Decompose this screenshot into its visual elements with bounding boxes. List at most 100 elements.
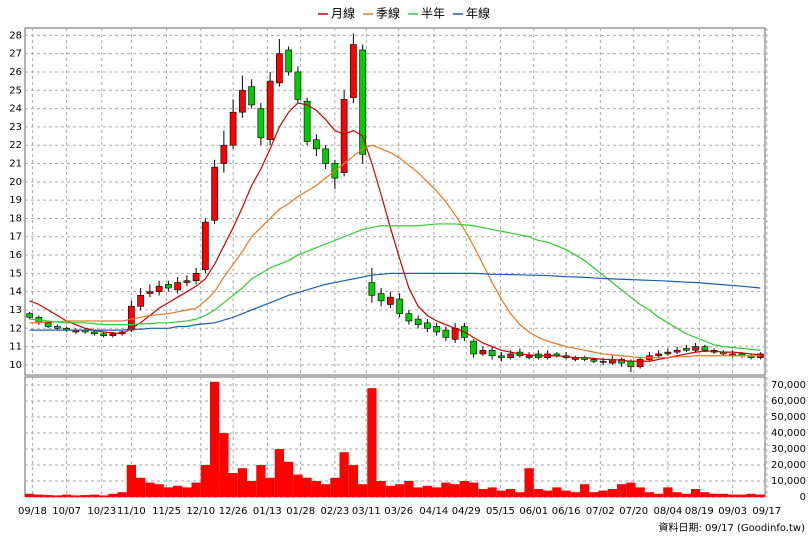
y-tick-label: 26 (9, 67, 22, 78)
candle-body (701, 346, 709, 351)
volume-bar (256, 465, 266, 497)
candle-body (636, 359, 644, 368)
volume-bar (367, 388, 377, 497)
x-tick-label: 10/07 (52, 506, 81, 517)
x-tick-label: 04/29 (452, 506, 481, 517)
volume-bar (311, 481, 321, 497)
candle-body (387, 296, 394, 305)
volume-bar (450, 484, 460, 497)
volume-bar (145, 482, 155, 497)
volume-bar (755, 494, 765, 497)
candle-body (137, 295, 144, 307)
candle-body (350, 44, 357, 98)
volume-bar (524, 468, 534, 497)
volume-bar (126, 465, 136, 497)
y-tick-label: 15 (9, 268, 22, 279)
volume-bar (515, 492, 525, 497)
moving-average-line (29, 272, 761, 331)
legend-label: 年線 (466, 6, 490, 21)
candle-body (618, 359, 625, 364)
volume-bar (395, 484, 405, 497)
volume-bar (136, 477, 146, 497)
x-tick-label: 10/23 (87, 506, 116, 517)
volume-bar (108, 493, 118, 497)
candle-body (248, 86, 255, 106)
candle-body (220, 144, 228, 164)
volume-bar (43, 495, 53, 497)
volume-bar (348, 465, 358, 497)
candle-body (100, 333, 107, 336)
volume-bar (182, 487, 192, 497)
x-tick-label: 01/28 (286, 506, 315, 517)
volume-bar (89, 494, 99, 497)
candle-body (507, 353, 514, 358)
volume-bar (728, 494, 738, 497)
volume-bar (691, 489, 701, 497)
y-tick-label: 20 (9, 177, 22, 188)
y-tick-label: 17 (9, 232, 22, 243)
y2-tick-label: 70,000 (771, 380, 806, 391)
candle-body (498, 355, 505, 358)
volume-bar (718, 493, 728, 497)
volume-bar (339, 452, 349, 497)
moving-average-line (29, 102, 761, 362)
candle-body (359, 49, 366, 155)
volume-bar (496, 490, 506, 497)
x-tick-label: 09/18 (18, 506, 47, 517)
volume-bar (552, 487, 562, 497)
volume-bar (376, 481, 386, 497)
candle-body (525, 355, 533, 358)
volume-bar (672, 492, 682, 497)
candle-body (683, 348, 690, 351)
volume-bar (228, 473, 238, 497)
volume-bar (321, 484, 331, 497)
candle-body (109, 333, 117, 336)
volume-bar (570, 492, 580, 497)
y2-tick-label: 0 (800, 492, 806, 503)
candle-body (266, 80, 274, 140)
legend-label: 月線 (331, 6, 355, 21)
volume-bar (219, 433, 229, 497)
volume-bar (635, 487, 645, 497)
volume-bar (506, 489, 516, 497)
volume-bar (626, 482, 636, 497)
candle-body (655, 353, 662, 357)
x-tick-label: 11/25 (152, 506, 181, 517)
y2-tick-label: 30,000 (771, 444, 806, 455)
candle-body (396, 298, 403, 314)
y-tick-label: 13 (9, 305, 22, 316)
y-tick-label: 11 (9, 342, 22, 353)
volume-bar (459, 481, 469, 497)
candle-body (377, 293, 385, 302)
y-tick-label: 22 (9, 140, 22, 151)
volume-bar (71, 495, 81, 497)
volume-bar (302, 477, 312, 497)
candle-body (405, 313, 413, 322)
candle-body (470, 340, 477, 355)
volume-bar (34, 494, 44, 497)
candle-body (146, 291, 154, 294)
legend-label: 半年 (421, 7, 445, 21)
volume-bar (163, 487, 173, 497)
volume-bar (200, 465, 210, 497)
y-tick-label: 19 (9, 195, 22, 206)
y2-tick-label: 20,000 (771, 460, 806, 471)
x-tick-label: 04/14 (419, 506, 448, 517)
candle-body (285, 49, 292, 73)
candle-body (368, 282, 376, 296)
volume-bar (413, 487, 423, 497)
volume-bar (709, 493, 719, 497)
x-tick-label: 08/04 (653, 506, 682, 517)
y-tick-label: 16 (9, 250, 22, 261)
x-tick-label: 09/03 (718, 506, 747, 517)
y-tick-label: 21 (9, 159, 22, 170)
volume-bar (210, 381, 220, 497)
volume-bar (746, 493, 756, 497)
volume-bar (561, 490, 571, 497)
candle-body (174, 282, 181, 291)
moving-average-line (29, 144, 761, 359)
volume-bar (589, 492, 599, 497)
volume-bar (191, 482, 201, 497)
volume-bar (737, 494, 747, 497)
